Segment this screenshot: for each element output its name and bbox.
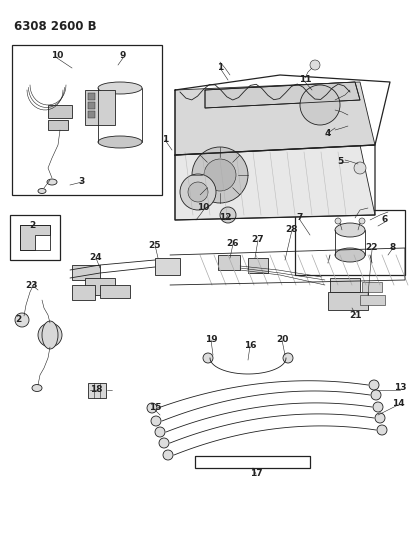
Text: 21: 21 bbox=[349, 311, 362, 319]
Ellipse shape bbox=[38, 189, 46, 193]
Bar bbox=[195, 456, 309, 468]
Circle shape bbox=[282, 353, 292, 363]
Text: 22: 22 bbox=[365, 244, 378, 253]
Bar bbox=[10, 215, 60, 260]
Polygon shape bbox=[20, 225, 50, 250]
Circle shape bbox=[204, 159, 236, 191]
Ellipse shape bbox=[98, 136, 142, 148]
Bar bbox=[359, 295, 384, 305]
Circle shape bbox=[220, 207, 236, 223]
Bar bbox=[100, 285, 130, 298]
Bar bbox=[218, 255, 239, 270]
Text: 1: 1 bbox=[216, 63, 222, 72]
Ellipse shape bbox=[98, 82, 142, 94]
Bar bbox=[88, 383, 106, 398]
Text: 8: 8 bbox=[389, 244, 395, 253]
Bar bbox=[329, 278, 359, 292]
Bar bbox=[155, 258, 180, 275]
Polygon shape bbox=[175, 145, 374, 220]
Bar bbox=[88, 111, 95, 118]
Circle shape bbox=[353, 162, 365, 174]
Ellipse shape bbox=[334, 248, 364, 262]
Circle shape bbox=[372, 402, 382, 412]
Text: 26: 26 bbox=[226, 239, 239, 248]
Text: 2: 2 bbox=[29, 221, 35, 230]
Bar bbox=[361, 282, 381, 292]
Text: 15: 15 bbox=[148, 403, 161, 413]
Circle shape bbox=[155, 427, 164, 437]
Text: 5: 5 bbox=[336, 157, 342, 166]
Text: 12: 12 bbox=[218, 214, 231, 222]
Ellipse shape bbox=[42, 321, 58, 349]
Text: 4: 4 bbox=[324, 128, 330, 138]
Circle shape bbox=[334, 218, 340, 224]
Text: 1: 1 bbox=[162, 135, 168, 144]
Circle shape bbox=[370, 390, 380, 400]
Text: 10: 10 bbox=[196, 204, 209, 213]
Bar bbox=[48, 120, 68, 130]
Text: 27: 27 bbox=[251, 236, 264, 245]
Bar bbox=[48, 105, 72, 118]
Bar bbox=[72, 285, 95, 300]
Ellipse shape bbox=[334, 223, 364, 237]
Circle shape bbox=[163, 450, 173, 460]
Circle shape bbox=[151, 416, 161, 426]
Circle shape bbox=[191, 147, 247, 203]
Text: 18: 18 bbox=[90, 385, 102, 394]
Circle shape bbox=[299, 85, 339, 125]
Text: 16: 16 bbox=[243, 342, 256, 351]
Bar bbox=[85, 278, 115, 295]
Text: 9: 9 bbox=[119, 51, 126, 60]
Circle shape bbox=[202, 353, 213, 363]
Bar bbox=[85, 90, 115, 125]
Ellipse shape bbox=[32, 384, 42, 392]
Text: 20: 20 bbox=[275, 335, 288, 344]
Bar bbox=[294, 210, 404, 275]
Text: 19: 19 bbox=[204, 335, 217, 344]
Circle shape bbox=[374, 413, 384, 423]
Polygon shape bbox=[204, 82, 359, 108]
Circle shape bbox=[188, 182, 207, 202]
Bar bbox=[88, 102, 95, 109]
Text: 24: 24 bbox=[90, 254, 102, 262]
Text: 3: 3 bbox=[79, 177, 85, 187]
Text: 14: 14 bbox=[391, 399, 403, 408]
Bar bbox=[247, 258, 267, 273]
Text: 2: 2 bbox=[15, 316, 21, 325]
Circle shape bbox=[376, 425, 386, 435]
Text: 10: 10 bbox=[51, 51, 63, 60]
Polygon shape bbox=[175, 82, 374, 155]
Text: 13: 13 bbox=[393, 384, 405, 392]
Circle shape bbox=[147, 403, 157, 413]
Text: 25: 25 bbox=[148, 240, 161, 249]
Circle shape bbox=[368, 380, 378, 390]
Bar bbox=[12, 45, 162, 195]
Circle shape bbox=[180, 174, 216, 210]
Bar bbox=[88, 93, 95, 100]
Text: 11: 11 bbox=[298, 76, 310, 85]
Circle shape bbox=[309, 60, 319, 70]
Text: 6308 2600 B: 6308 2600 B bbox=[14, 20, 97, 33]
Circle shape bbox=[358, 218, 364, 224]
Bar bbox=[72, 265, 100, 280]
Circle shape bbox=[159, 438, 169, 448]
Bar bbox=[327, 292, 367, 310]
Ellipse shape bbox=[47, 179, 57, 185]
Text: 7: 7 bbox=[296, 214, 302, 222]
Circle shape bbox=[38, 323, 62, 347]
Text: 23: 23 bbox=[26, 280, 38, 289]
Bar bbox=[20, 225, 50, 250]
Circle shape bbox=[15, 313, 29, 327]
Text: 17: 17 bbox=[249, 470, 262, 479]
Text: 6: 6 bbox=[381, 215, 387, 224]
Text: 28: 28 bbox=[285, 225, 297, 235]
